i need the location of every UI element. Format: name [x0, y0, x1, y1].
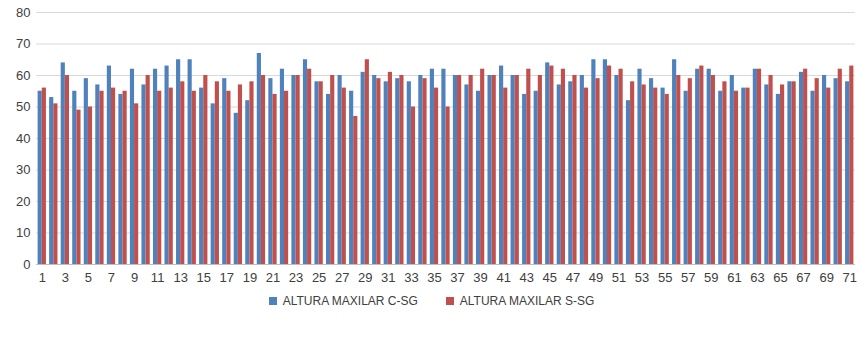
svg-text:37: 37 — [450, 270, 464, 285]
svg-text:61: 61 — [727, 270, 741, 285]
svg-text:27: 27 — [335, 270, 349, 285]
svg-text:59: 59 — [704, 270, 718, 285]
svg-text:80: 80 — [16, 5, 30, 20]
svg-text:60: 60 — [16, 68, 30, 83]
svg-text:51: 51 — [612, 270, 626, 285]
svg-text:31: 31 — [381, 270, 395, 285]
svg-text:1: 1 — [39, 270, 46, 285]
svg-text:19: 19 — [243, 270, 257, 285]
svg-text:70: 70 — [16, 36, 30, 51]
svg-text:5: 5 — [85, 270, 92, 285]
svg-text:11: 11 — [151, 270, 165, 285]
html-text:ALTURA MAXILAR C-SG: ALTURA MAXILAR C-SG — [282, 294, 418, 308]
svg-text:10: 10 — [16, 225, 30, 240]
svg-text:23: 23 — [289, 270, 303, 285]
svg-text:39: 39 — [473, 270, 487, 285]
svg-text:25: 25 — [312, 270, 326, 285]
svg-text:7: 7 — [108, 270, 115, 285]
svg-text:43: 43 — [520, 270, 534, 285]
svg-text:57: 57 — [681, 270, 695, 285]
svg-text:67: 67 — [796, 270, 810, 285]
svg-text:21: 21 — [266, 270, 280, 285]
svg-text:45: 45 — [543, 270, 557, 285]
svg-text:35: 35 — [427, 270, 441, 285]
svg-text:13: 13 — [173, 270, 187, 285]
svg-text:17: 17 — [220, 270, 234, 285]
svg-text:0: 0 — [23, 257, 30, 272]
svg-text:9: 9 — [131, 270, 138, 285]
svg-text:53: 53 — [635, 270, 649, 285]
svg-text:33: 33 — [404, 270, 418, 285]
svg-text:30: 30 — [16, 162, 30, 177]
svg-text:29: 29 — [358, 270, 372, 285]
svg-text:69: 69 — [819, 270, 833, 285]
svg-text:41: 41 — [496, 270, 510, 285]
svg-text:71: 71 — [842, 270, 856, 285]
svg-text:49: 49 — [589, 270, 603, 285]
html-text:ALTURA MAXILAR S-SG: ALTURA MAXILAR S-SG — [459, 294, 595, 308]
svg-text:65: 65 — [773, 270, 787, 285]
svg-text:55: 55 — [658, 270, 672, 285]
svg-text:20: 20 — [16, 194, 30, 209]
svg-text:47: 47 — [566, 270, 580, 285]
svg-text:63: 63 — [750, 270, 764, 285]
svg-text:15: 15 — [197, 270, 211, 285]
svg-text:50: 50 — [16, 99, 30, 114]
svg-text:3: 3 — [62, 270, 69, 285]
svg-text:40: 40 — [16, 131, 30, 146]
